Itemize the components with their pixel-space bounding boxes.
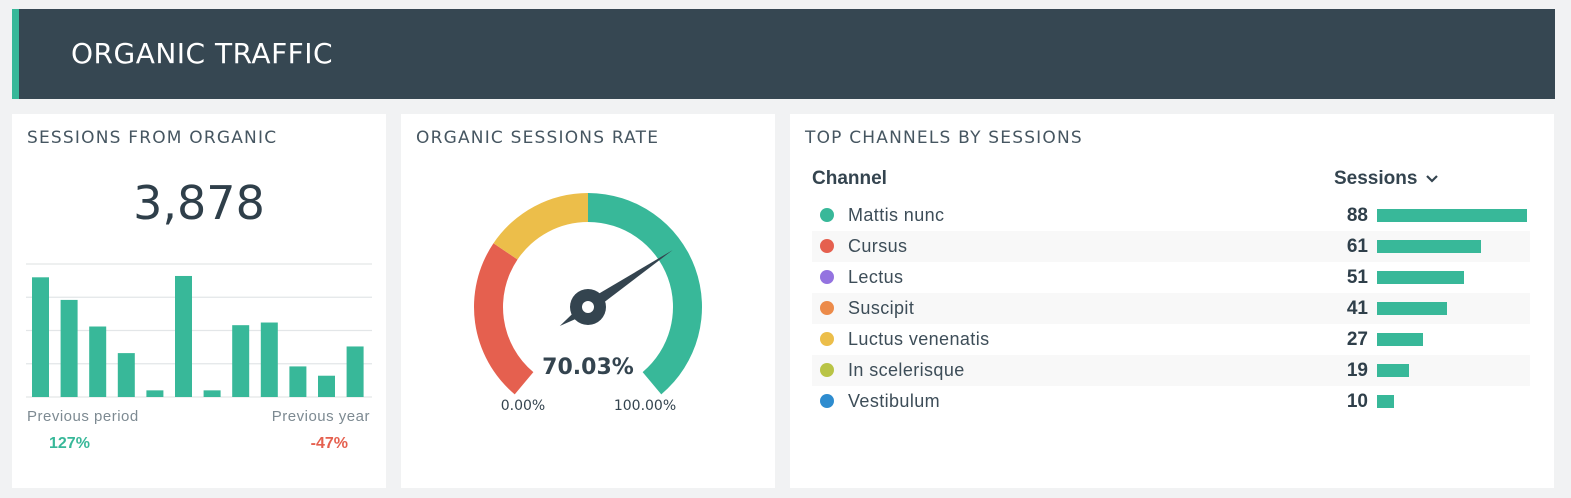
channels-card: TOP CHANNELS BY SESSIONS Channel Session… (790, 114, 1554, 488)
chart-bar (60, 299, 78, 397)
channel-sessions-value: 88 (1346, 205, 1368, 226)
sessions-value: 3,878 (133, 176, 265, 230)
channel-row: Mattis nunc 88 (812, 200, 1530, 231)
chart-bar (203, 390, 221, 397)
gauge-hub-center (582, 301, 594, 313)
rate-card-title: ORGANIC SESSIONS RATE (416, 128, 660, 148)
sessions-card: SESSIONS FROM ORGANIC 3,878 Previous per… (12, 114, 386, 488)
previous-period-label: Previous period (27, 408, 139, 425)
chart-bar (89, 326, 107, 397)
gauge-zone (474, 243, 534, 395)
channel-label: Mattis nunc (848, 205, 945, 225)
channel-sessions-bar (1377, 395, 1394, 408)
sessions-card-title: SESSIONS FROM ORGANIC (27, 128, 278, 148)
chart-bar (232, 325, 250, 397)
channel-color-dot (820, 270, 834, 284)
gauge-value: 70.03% (542, 355, 634, 380)
channel-label: Vestibulum (848, 391, 941, 411)
channel-row: Lectus 51 (812, 262, 1530, 293)
channel-row: Luctus venenatis 27 (812, 324, 1530, 355)
channel-color-dot (820, 332, 834, 346)
sessions-bar-chart (26, 263, 372, 398)
chart-bar (117, 353, 135, 397)
channel-sessions-value: 61 (1346, 236, 1368, 257)
dashboard-header: ORGANIC TRAFFIC (12, 9, 1555, 99)
channel-label: In scelerisque (848, 360, 965, 380)
column-header-sessions[interactable]: Sessions (1334, 168, 1439, 190)
gauge-zone (493, 193, 588, 260)
channel-sessions-value: 10 (1346, 391, 1368, 412)
chart-bar (289, 366, 307, 397)
channel-label: Cursus (848, 236, 908, 256)
channel-row: Suscipit 41 (812, 293, 1530, 324)
channel-sessions-value: 51 (1346, 267, 1368, 288)
gauge-min-label: 0.00% (501, 398, 545, 414)
channel-sessions-value: 41 (1346, 298, 1368, 319)
channel-row: Cursus 61 (812, 231, 1530, 262)
chart-bar (346, 346, 364, 397)
channel-sessions-value: 19 (1346, 360, 1368, 381)
channel-label: Luctus venenatis (848, 329, 990, 349)
channel-label: Lectus (848, 267, 904, 287)
channel-sessions-bar (1377, 333, 1423, 346)
channel-color-dot (820, 301, 834, 315)
channel-color-dot (820, 363, 834, 377)
column-header-channel: Channel (812, 168, 887, 189)
column-header-sessions-label: Sessions (1334, 168, 1418, 189)
gauge-needle (559, 250, 673, 326)
chart-bar (32, 277, 49, 397)
channel-label: Suscipit (848, 298, 915, 318)
chart-bar (260, 322, 278, 397)
gauge-zone (588, 193, 702, 395)
sessions-rate-gauge: 70.03% 0.00% 100.00% (474, 193, 702, 414)
channel-color-dot (820, 394, 834, 408)
channel-row: Vestibulum 10 (812, 386, 1530, 417)
previous-year-label: Previous year (271, 408, 370, 425)
channel-sessions-bar (1377, 302, 1447, 315)
rate-card: ORGANIC SESSIONS RATE 70.03% 0.00% 100.0… (401, 114, 775, 488)
gauge-max-label: 100.00% (614, 398, 676, 414)
channel-sessions-bar (1377, 240, 1481, 253)
channels-card-title: TOP CHANNELS BY SESSIONS (805, 128, 1083, 148)
gauge-zones (474, 193, 702, 395)
channel-sessions-bar (1377, 364, 1409, 377)
chart-bar (318, 375, 335, 397)
channel-color-dot (820, 208, 834, 222)
previous-year-value: -47% (310, 435, 348, 452)
channel-sessions-bar (1377, 271, 1464, 284)
channel-color-dot (820, 239, 834, 253)
channel-sessions-bar (1377, 209, 1527, 222)
previous-period-value: 127% (49, 435, 90, 452)
chart-bar (175, 275, 192, 397)
channel-row: In scelerisque 19 (812, 355, 1530, 386)
chevron-down-icon[interactable] (1425, 174, 1439, 184)
dashboard-title: ORGANIC TRAFFIC (71, 37, 334, 70)
chart-bar (146, 390, 164, 397)
channel-sessions-value: 27 (1346, 329, 1368, 350)
